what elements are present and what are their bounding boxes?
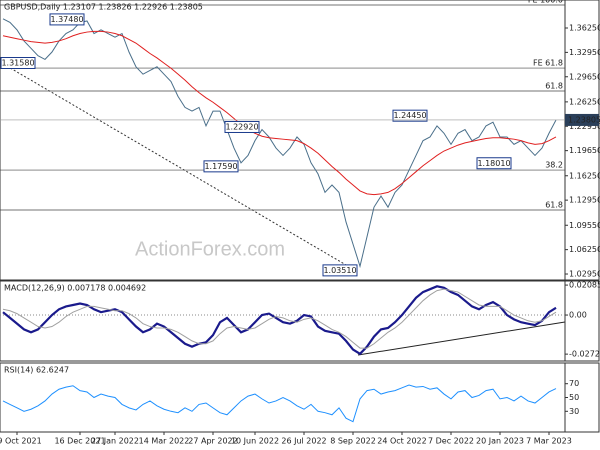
panel-title: GBPUSD,Daily 1.23107 1.23826 1.22926 1.2… (4, 3, 203, 12)
annotation-label: 1.18010 (477, 159, 510, 168)
panel-title: RSI(14) 62.6247 (4, 366, 69, 375)
x-tick-label: 14 Mar 2022 (139, 437, 190, 446)
last-price-box (565, 113, 599, 126)
x-tick-label: 8 Sep 2022 (330, 437, 376, 446)
x-tick-label: 27 Jan 2022 (91, 437, 139, 446)
level-label: 38.2 (545, 161, 563, 170)
y-tick-label: 1.19650 (569, 146, 600, 155)
y-tick-label: 1.06250 (569, 245, 600, 254)
annotation-box (392, 109, 428, 122)
y-tick-label: 1.22950 (569, 122, 600, 131)
y-tick-label: 1.26250 (569, 97, 600, 106)
annotation-label: 1.17590 (204, 162, 237, 171)
y-tick-label: 50 (569, 393, 579, 402)
y-tick-label: -0.027213 (569, 350, 600, 359)
annotation-label: 1.24450 (393, 111, 426, 120)
level-label: FE 100.0 (528, 0, 563, 5)
series-line (2, 30, 557, 196)
annotation-box (0, 57, 36, 70)
x-tick-label: 27 Apr 2022 (188, 437, 237, 446)
x-tick-label: 26 Jul 2022 (281, 437, 326, 446)
macd-trend-line (357, 321, 566, 356)
y-tick-label: 70 (569, 379, 579, 388)
annotation-label: 1.31580 (1, 59, 34, 68)
level-label: FE 61.8 (533, 59, 563, 68)
annotation-box (476, 157, 512, 170)
watermark: ActionForex.com (135, 238, 285, 260)
y-tick-label: 1.29650 (569, 72, 600, 81)
level-label: 61.8 (545, 82, 563, 91)
y-tick-label: 1.16250 (569, 171, 600, 180)
series-line (2, 384, 557, 423)
y-tick-label: 1.36250 (569, 24, 600, 33)
series-line (2, 288, 557, 349)
annotation-label: 1.37480 (50, 15, 83, 24)
panel-title: MACD(12,26,9) 0.007178 0.004692 (4, 284, 146, 293)
annotation-box (203, 160, 239, 173)
y-tick-label: 1.02950 (569, 270, 600, 279)
y-tick-label: 1.09550 (569, 221, 600, 230)
x-tick-label: 7 Mar 2023 (526, 437, 572, 446)
level-label: 61.8 (545, 201, 563, 210)
y-tick-label: 0.020858 (569, 281, 600, 290)
annotation-label: 1.22920 (225, 122, 258, 131)
x-tick-label: 16 Dec 2021 (54, 437, 105, 446)
annotation-box (322, 264, 358, 277)
x-tick-label: 7 Dec 2022 (428, 437, 474, 446)
y-tick-label: 30 (569, 407, 579, 416)
y-tick-label: 0.00 (569, 311, 587, 320)
series-line (2, 285, 557, 356)
series-line (2, 18, 557, 269)
trend-line (0, 61, 359, 273)
x-tick-label: 29 Oct 2021 (0, 437, 42, 446)
y-tick-label: 1.32950 (569, 48, 600, 57)
annotation-box (224, 120, 260, 133)
y-tick-label: 1.12950 (569, 196, 600, 205)
x-tick-label: 24 Oct 2022 (377, 437, 426, 446)
panel-frame (0, 362, 600, 433)
last-price-label: 1.23805 (568, 115, 600, 124)
x-tick-label: 10 Jun 2022 (231, 437, 279, 446)
x-tick-label: 20 Jan 2023 (476, 437, 524, 446)
panel-frame (0, 0, 600, 281)
panel-frame (0, 280, 600, 362)
annotation-box (49, 13, 85, 26)
annotation-label: 1.03510 (323, 266, 356, 275)
